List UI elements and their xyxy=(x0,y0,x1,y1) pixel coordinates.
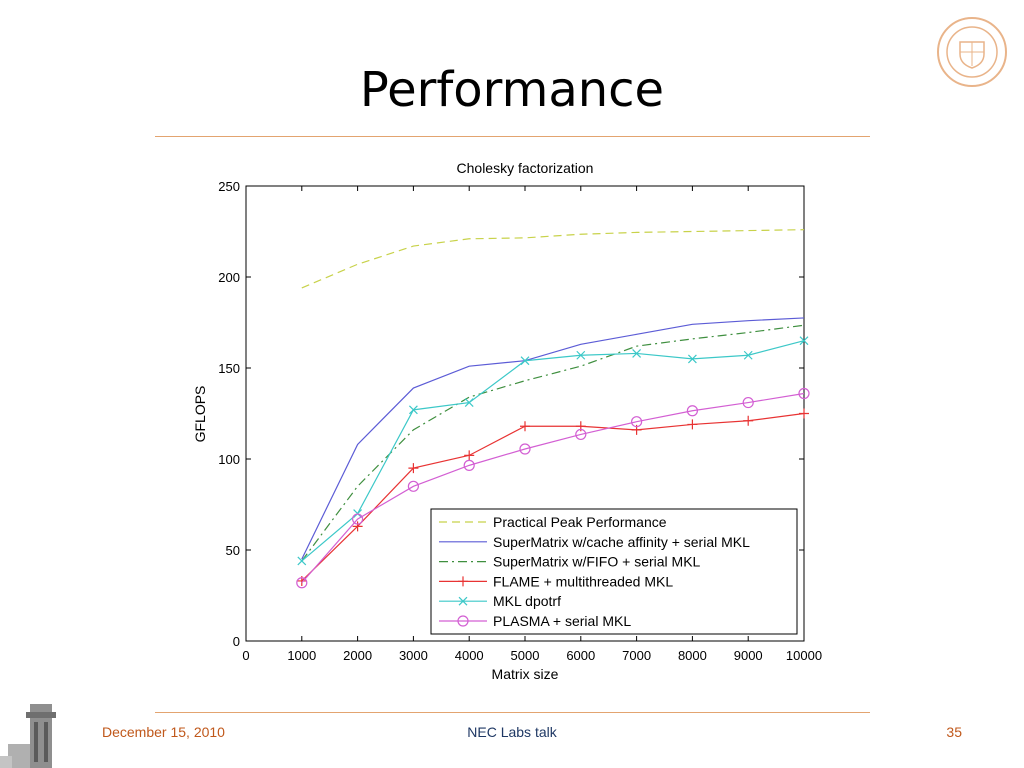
legend-label: SuperMatrix w/cache affinity + serial MK… xyxy=(493,534,750,550)
series-5 xyxy=(296,387,810,589)
y-tick-label: 150 xyxy=(218,361,240,376)
data-point xyxy=(575,428,587,441)
chart-title: Cholesky factorization xyxy=(457,160,594,176)
series-0 xyxy=(301,229,805,289)
series-line xyxy=(301,317,805,560)
data-point xyxy=(408,463,419,474)
data-point xyxy=(407,480,419,492)
legend-entry: MKL dpotrf xyxy=(439,593,561,609)
legend-label: Practical Peak Performance xyxy=(493,514,667,530)
data-point xyxy=(630,416,643,428)
legend-marker xyxy=(458,596,468,606)
series-2 xyxy=(301,324,805,562)
series-1 xyxy=(301,317,805,560)
legend: Practical Peak Performance SuperMatrix w/… xyxy=(430,508,798,635)
x-tick-label: 8000 xyxy=(678,648,707,663)
data-point xyxy=(798,387,810,400)
data-point xyxy=(352,521,363,532)
legend-entry: SuperMatrix w/cache affinity + serial MK… xyxy=(439,534,750,550)
legend-label: SuperMatrix w/FIFO + serial MKL xyxy=(493,554,701,570)
legend-entry: FLAME + multithreaded MKL xyxy=(439,573,673,589)
legend-marker xyxy=(457,615,469,627)
series-layer xyxy=(296,229,810,589)
x-tick-label: 2000 xyxy=(343,648,372,663)
y-tick-label: 0 xyxy=(233,634,240,649)
data-point xyxy=(799,408,809,419)
data-point xyxy=(296,577,308,589)
x-tick-label: 4000 xyxy=(455,648,484,663)
series-line xyxy=(301,412,805,582)
data-point xyxy=(297,556,307,566)
data-point xyxy=(463,459,475,471)
x-tick-label: 6000 xyxy=(566,648,595,663)
data-point xyxy=(520,421,530,432)
data-point xyxy=(799,336,809,346)
y-axis-label: GFLOPS xyxy=(192,386,208,443)
footer-talk-title: NEC Labs talk xyxy=(467,724,557,740)
data-point xyxy=(520,356,530,366)
x-axis-label: Matrix size xyxy=(492,666,559,682)
series-line xyxy=(301,340,805,562)
y-tick-label: 100 xyxy=(218,452,240,467)
legend-marker xyxy=(458,576,468,587)
axis-ticks: 0 1000 2000 3000 4000 5000 6000 7000 8000 9000 100… xyxy=(218,179,822,663)
series-4 xyxy=(297,336,809,566)
x-tick-label: 3000 xyxy=(399,648,428,663)
x-tick-label: 9000 xyxy=(734,648,763,663)
title-divider xyxy=(155,136,870,137)
data-point xyxy=(687,419,698,430)
x-tick-label: 1000 xyxy=(287,648,316,663)
series-line xyxy=(301,324,805,562)
y-tick-label: 250 xyxy=(218,179,240,194)
legend-label: PLASMA + serial MKL xyxy=(493,613,631,629)
data-point xyxy=(687,354,697,364)
data-point xyxy=(576,350,586,360)
data-point xyxy=(519,443,531,455)
legend-entry: Practical Peak Performance xyxy=(439,514,667,530)
data-point xyxy=(464,450,475,461)
data-point xyxy=(743,350,753,360)
x-tick-label: 7000 xyxy=(622,648,651,663)
y-tick-label: 200 xyxy=(218,270,240,285)
cholesky-chart: Cholesky factorization Matrix size GFLOP… xyxy=(192,160,822,682)
data-point xyxy=(686,405,699,417)
slide-title: Performance xyxy=(359,62,665,118)
university-seal-logo xyxy=(937,17,1007,87)
legend-entry: SuperMatrix w/FIFO + serial MKL xyxy=(439,554,701,570)
data-point xyxy=(632,349,642,358)
page-number: 35 xyxy=(946,724,962,740)
x-tick-label: 10000 xyxy=(786,648,822,663)
data-point xyxy=(464,398,474,408)
data-point xyxy=(408,405,418,415)
data-point xyxy=(352,513,364,525)
y-tick-label: 50 xyxy=(226,543,240,558)
legend-entry: PLASMA + serial MKL xyxy=(439,613,631,629)
data-point xyxy=(743,415,754,426)
footer-date: December 15, 2010 xyxy=(102,724,225,740)
series-line xyxy=(301,392,805,584)
x-tick-label: 5000 xyxy=(511,648,540,663)
footer-divider xyxy=(155,712,870,713)
legend-label: FLAME + multithreaded MKL xyxy=(493,573,673,589)
x-tick-label: 0 xyxy=(242,648,249,663)
series-line xyxy=(301,229,805,289)
legend-label: MKL dpotrf xyxy=(493,593,561,609)
data-point xyxy=(742,396,754,409)
legend-box xyxy=(430,508,798,635)
tower-image xyxy=(0,704,56,768)
